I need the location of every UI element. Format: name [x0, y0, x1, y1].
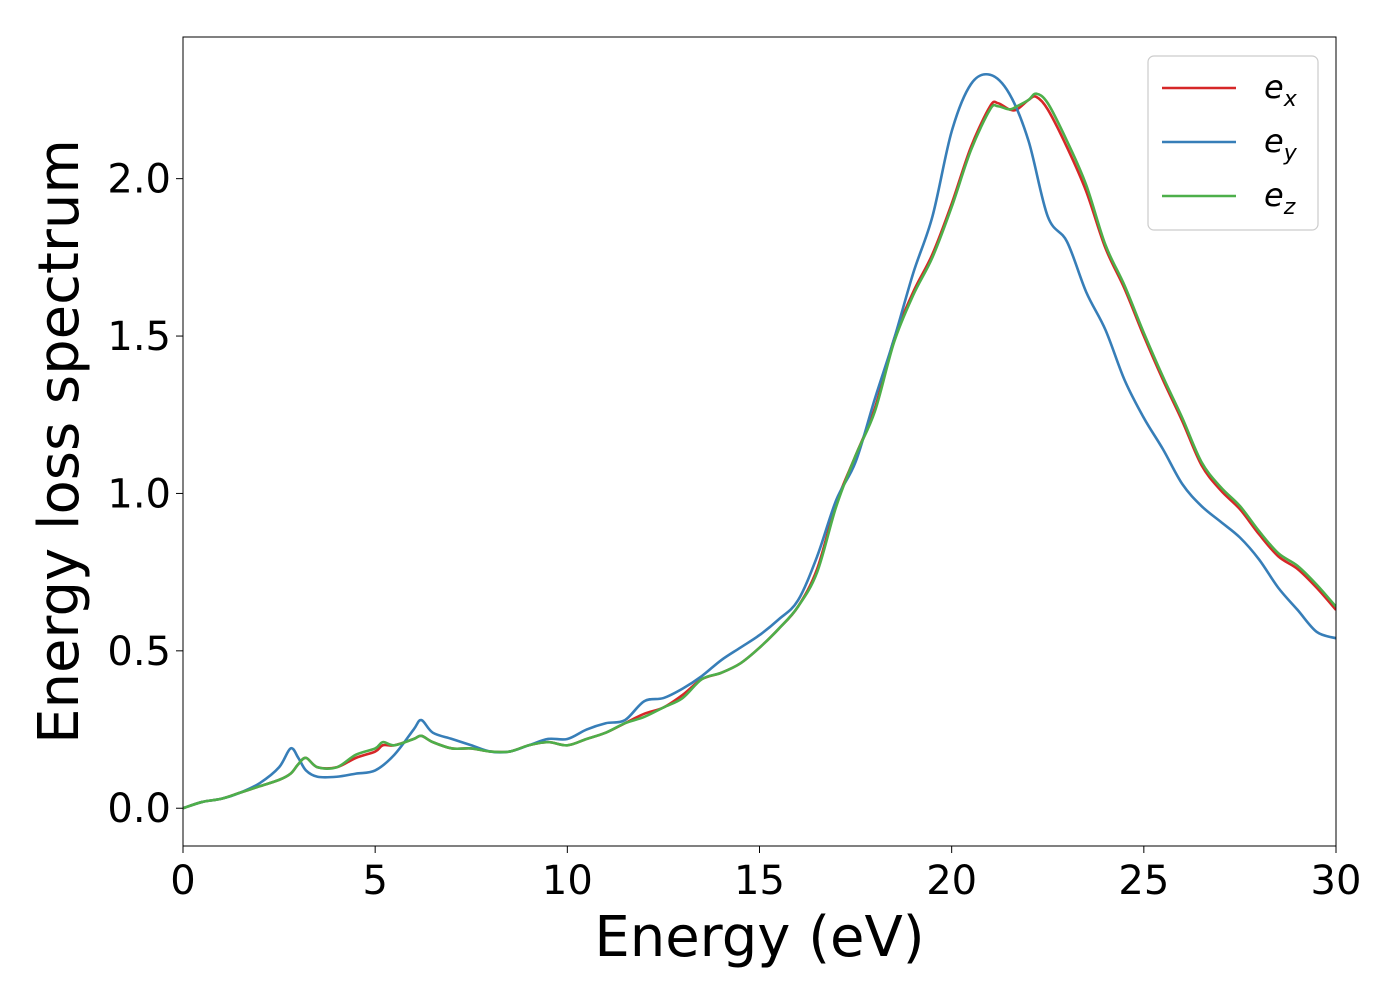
x-axis-ticks: 0 5 10 15 20 25 30 — [170, 846, 1361, 904]
y-tick-label: 1.5 — [107, 314, 171, 360]
plot-lines — [183, 72, 1336, 810]
series-line-e-y — [183, 72, 1336, 810]
x-tick-label: 20 — [926, 858, 977, 904]
y-tick-label: 0.0 — [107, 786, 171, 832]
x-tick-label: 0 — [170, 858, 195, 904]
y-tick-label: 0.5 — [107, 629, 171, 675]
x-tick-label: 30 — [1311, 858, 1362, 904]
y-tick-label: 1.0 — [107, 471, 171, 517]
x-tick-label: 15 — [734, 858, 785, 904]
y-tick-label: 2.0 — [107, 157, 171, 203]
x-tick-label: 25 — [1118, 858, 1169, 904]
series-line-e-z — [183, 92, 1336, 810]
y-axis-title: Energy loss spectrum — [27, 139, 92, 744]
y-axis-ticks: 0.0 0.5 1.0 1.5 2.0 — [107, 157, 183, 832]
legend: ex ey ez — [1147, 55, 1319, 231]
x-tick-label: 10 — [542, 858, 593, 904]
x-tick-label: 5 — [362, 858, 387, 904]
legend-label-e-x: ex — [1264, 68, 1298, 112]
legend-label-e-y: ey — [1264, 122, 1298, 166]
legend-label-e-z: ez — [1264, 176, 1296, 220]
x-axis-title: Energy (eV) — [594, 905, 924, 970]
